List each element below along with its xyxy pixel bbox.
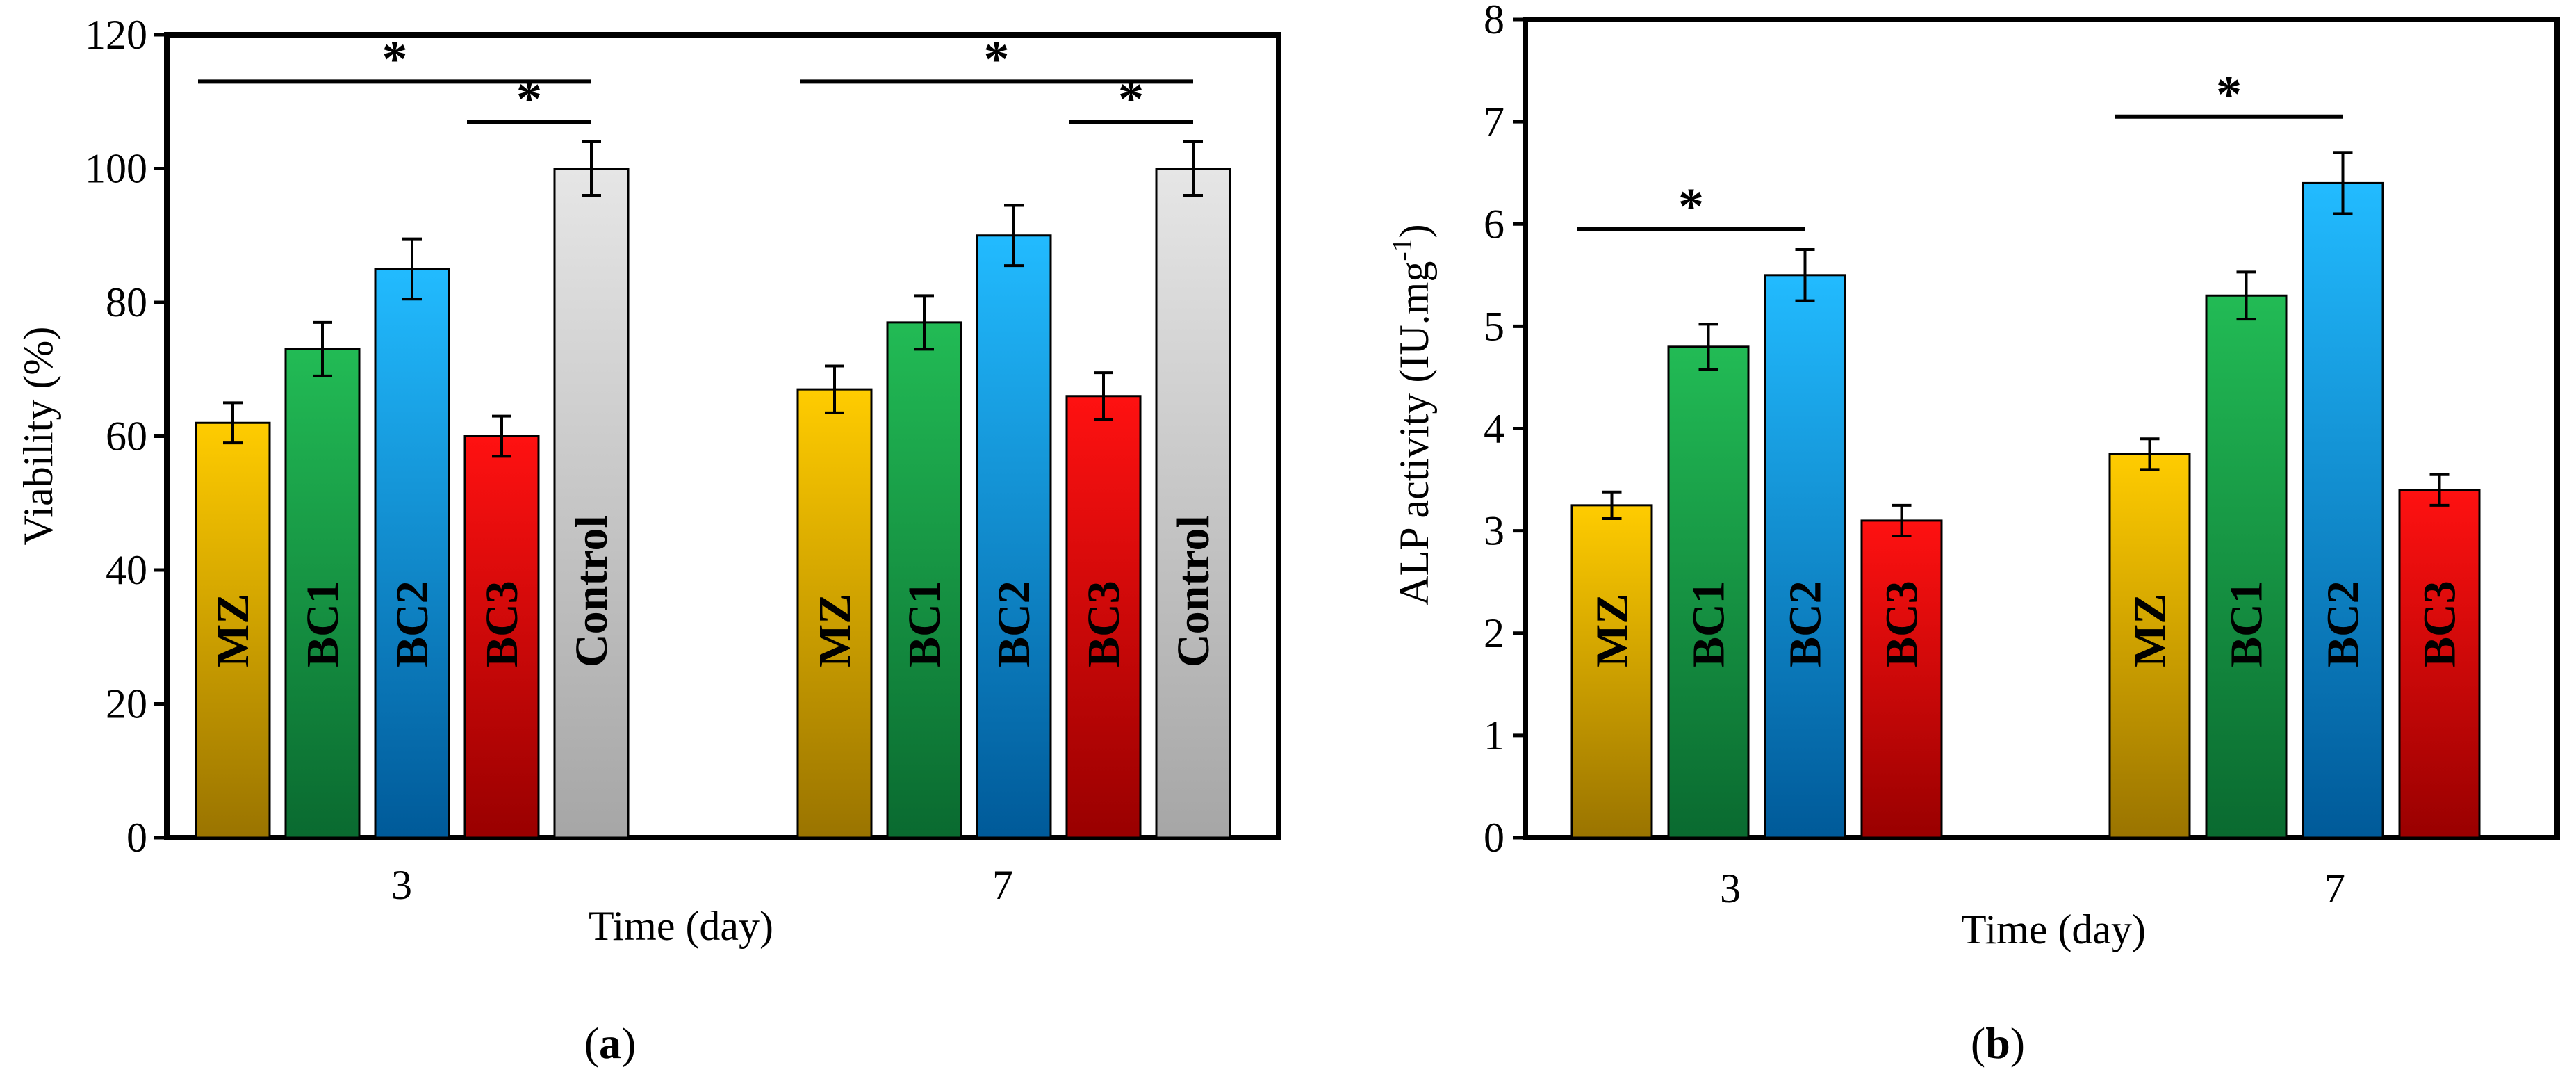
bar-a-BC2-day7	[976, 234, 1052, 839]
y-tick-label-b-5: 5	[1484, 303, 1504, 349]
bar-label-a-BC2-day7: BC2	[989, 580, 1040, 667]
bar-label-b-BC3-day3: BC3	[1877, 580, 1928, 667]
bar-label-b-MZ-day3: MZ	[1587, 594, 1638, 667]
significance-star-b-1: *	[2216, 66, 2242, 123]
significance-star-a-0: *	[382, 31, 408, 88]
bar-a-BC1-day3	[284, 348, 361, 839]
bar-b-BC3-day7	[2398, 489, 2481, 839]
panel-label-a: (a)	[584, 1018, 637, 1068]
y-tick-label-a-6: 120	[85, 12, 147, 58]
y-tick-label-a-2: 40	[106, 547, 147, 593]
bar-label-b-BC1-day3: BC1	[1684, 580, 1734, 667]
x-tick-label-a-0: 3	[391, 862, 412, 908]
y-tick-label-b-4: 4	[1484, 406, 1504, 452]
y-tick-label-b-8: 8	[1484, 0, 1504, 42]
y-tick-label-a-5: 100	[85, 146, 147, 192]
bar-b-BC3-day3	[1860, 519, 1943, 839]
bar-a-BC3-day7	[1065, 395, 1142, 839]
bar-label-a-Control-day7: Control	[1168, 515, 1219, 667]
y-tick-label-a-4: 80	[106, 279, 147, 325]
bar-a-BC2-day3	[374, 268, 450, 839]
significance-star-a-2: *	[984, 31, 1010, 88]
bar-label-b-BC1-day7: BC1	[2222, 580, 2272, 667]
bar-label-a-MZ-day7: MZ	[810, 594, 860, 667]
bar-label-a-Control-day3: Control	[566, 515, 617, 667]
bar-a-Control-day3	[553, 168, 630, 839]
y-tick-label-b-7: 7	[1484, 99, 1504, 145]
y-tick-label-a-3: 60	[106, 414, 147, 459]
bar-a-MZ-day3	[195, 421, 271, 839]
y-axis-title-b: ALP activity (IU.mg-1)	[1386, 224, 1437, 605]
bar-b-BC2-day7	[2302, 181, 2384, 839]
bar-b-BC1-day7	[2205, 294, 2288, 839]
x-tick-label-b-0: 3	[1720, 865, 1741, 911]
significance-star-a-1: *	[516, 71, 542, 128]
y-axis-title-a: Viability (%)	[15, 327, 61, 546]
bar-b-MZ-day7	[2108, 453, 2191, 839]
bar-label-b-BC2-day7: BC2	[2318, 580, 2369, 667]
bar-label-a-MZ-day3: MZ	[208, 594, 259, 667]
x-tick-label-a-1: 7	[992, 862, 1013, 908]
bar-label-b-BC2-day3: BC2	[1780, 580, 1831, 667]
significance-star-b-0: *	[1678, 179, 1704, 236]
y-tick-label-b-6: 6	[1484, 201, 1504, 247]
chart-b-alp-activity: 0 1 2 3 4 5 6 7 8 MZ BC1 BC2 BC3 MZ BC1 BC2 BC3 * * ALP …	[1386, 0, 2560, 1068]
bar-a-BC3-day3	[463, 435, 540, 839]
x-tick-label-b-1: 7	[2324, 865, 2345, 911]
bar-label-a-BC2-day3: BC2	[387, 580, 438, 667]
bar-label-a-BC3-day7: BC3	[1078, 580, 1129, 667]
bar-a-MZ-day7	[796, 388, 873, 839]
significance-star-a-3: *	[1118, 71, 1144, 128]
panel-label-b: (b)	[1971, 1018, 2025, 1068]
y-tick-label-a-1: 20	[106, 681, 147, 727]
bar-label-b-MZ-day7: MZ	[2125, 594, 2176, 667]
bar-b-BC1-day3	[1667, 345, 1750, 839]
y-tick-label-b-2: 2	[1484, 610, 1504, 656]
x-axis-title-b: Time (day)	[1961, 906, 2146, 952]
bar-label-a-BC1-day7: BC1	[899, 580, 950, 667]
bar-label-a-BC1-day3: BC1	[297, 580, 348, 667]
bar-b-BC2-day3	[1764, 274, 1846, 839]
y-tick-label-b-1: 1	[1484, 713, 1504, 758]
bar-label-a-BC3-day3: BC3	[477, 580, 527, 667]
y-tick-label-b-3: 3	[1484, 508, 1504, 554]
x-axis-title-a: Time (day)	[589, 903, 773, 949]
chart-a-viability: 0 20 40 60 80 100 120 MZ BC1 BC2 BC3 Control MZ BC1 B…	[15, 12, 1281, 1068]
y-tick-label-b-0: 0	[1484, 815, 1504, 861]
bar-a-BC1-day7	[886, 321, 962, 839]
y-tick-label-a-0: 0	[126, 815, 147, 861]
bar-a-Control-day7	[1155, 168, 1231, 839]
bar-b-MZ-day3	[1570, 504, 1653, 839]
bar-label-b-BC3-day7: BC3	[2415, 580, 2466, 667]
